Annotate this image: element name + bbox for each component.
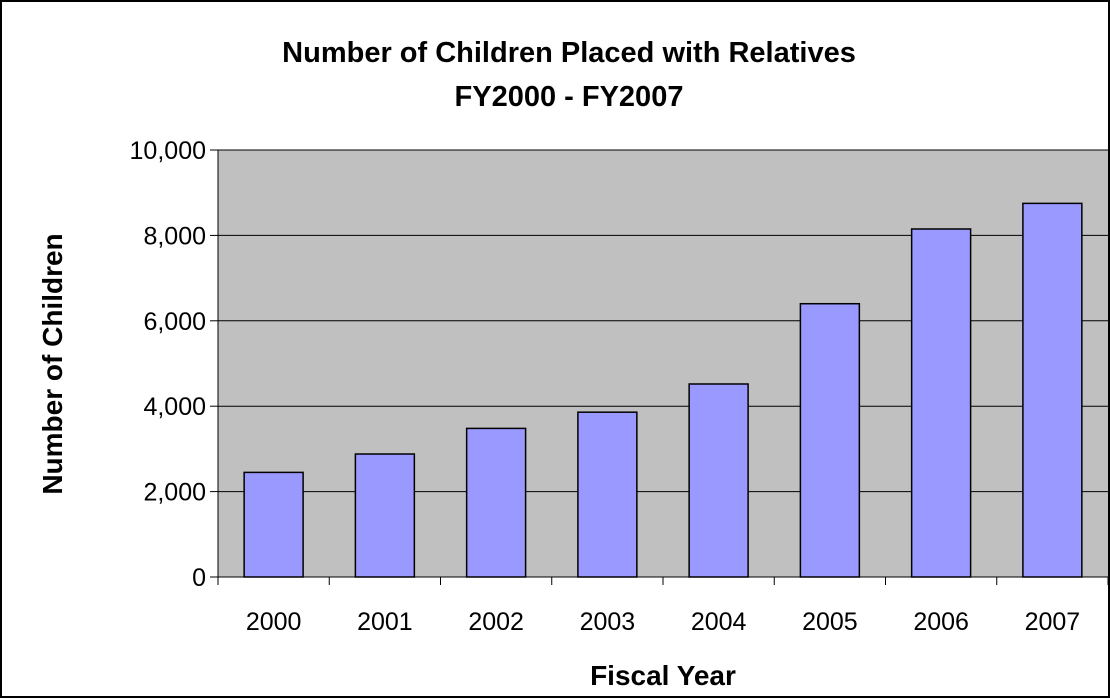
bar [354, 453, 416, 578]
y-tick-label: 10,000 [130, 137, 206, 165]
y-tick-label: 4,000 [143, 393, 206, 421]
x-tick-label: 2001 [357, 608, 413, 636]
chart-subtitle: FY2000 - FY2007 [455, 81, 684, 113]
bar [1022, 202, 1083, 578]
y-tick-label: 0 [192, 564, 206, 592]
y-tick-label: 2,000 [143, 479, 206, 507]
bar [465, 427, 527, 578]
y-tick-label: 6,000 [143, 308, 206, 336]
bar [910, 228, 972, 578]
y-tick-label: 8,000 [143, 222, 206, 250]
x-tick-label: 2006 [913, 608, 969, 636]
x-axis-title: Fiscal Year [590, 660, 736, 691]
chart-title: Number of Children Placed with Relatives [282, 37, 856, 69]
bar [799, 302, 861, 578]
plot-area: 0 2,000 4,000 6,000 8,000 10,000 2000 2001 2002 2… [130, 137, 1109, 636]
x-tick-label: 2003 [580, 608, 636, 636]
x-tick-label: 2007 [1025, 608, 1081, 636]
y-axis-title: Number of Children [37, 233, 68, 494]
bar [243, 471, 304, 578]
x-tick-label: 2000 [246, 608, 302, 636]
plot-background [218, 150, 1108, 577]
x-tick-label: 2004 [691, 608, 747, 636]
x-tick-label: 2005 [802, 608, 858, 636]
bar [688, 383, 749, 578]
bar [577, 411, 638, 578]
x-tick-label: 2002 [468, 608, 524, 636]
